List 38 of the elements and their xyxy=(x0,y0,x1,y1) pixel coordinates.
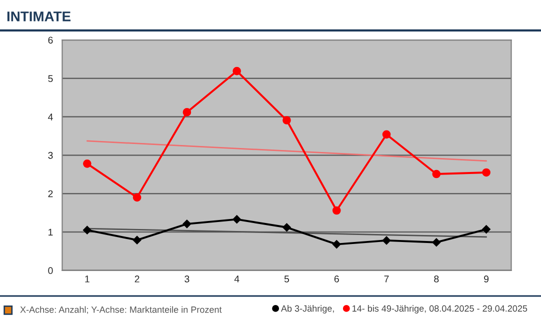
x-tick-label: 9 xyxy=(484,276,489,282)
point xyxy=(382,130,391,139)
point xyxy=(482,225,490,234)
y-tick-label: 5 xyxy=(48,75,53,82)
y-tick-label: 2 xyxy=(48,190,53,198)
y-tick-label: 1 xyxy=(48,228,53,236)
x-tick-label: 7 xyxy=(384,276,389,282)
point xyxy=(132,236,142,244)
point xyxy=(232,215,241,224)
point xyxy=(132,193,142,202)
point xyxy=(332,206,341,215)
text: X-Achse: Anzahl; Y-Achse: Marktanteile in Prozent xyxy=(20,306,222,314)
x-tick-label: 1 xyxy=(85,276,90,282)
point xyxy=(382,236,391,245)
y-tick-label: 3 xyxy=(48,152,53,159)
point xyxy=(182,220,192,228)
point xyxy=(432,170,441,178)
legend-label: Ab 3-Jährige, xyxy=(280,305,334,314)
y-tick-label: 0 xyxy=(48,267,53,274)
x-tick-label: 8 xyxy=(434,276,439,282)
y-tick-label: 6 xyxy=(48,36,53,44)
point xyxy=(482,168,490,177)
x-tick-label: 3 xyxy=(184,276,190,282)
x-tick-label: 4 xyxy=(234,276,240,282)
y-tick-label: 4 xyxy=(48,114,53,120)
point xyxy=(432,238,441,246)
point xyxy=(332,240,341,248)
point xyxy=(83,226,92,234)
point xyxy=(82,159,92,168)
x-tick-label: 5 xyxy=(284,276,290,282)
point xyxy=(282,223,291,232)
x-tick-label: 6 xyxy=(334,276,339,282)
point xyxy=(282,116,291,124)
legend-label: 14- bis 49-Jährige, 08.04.2025 - 29.04.2025 xyxy=(352,305,528,314)
x-tick-label: 2 xyxy=(134,276,140,282)
point xyxy=(182,108,192,116)
point xyxy=(232,66,242,76)
chart-title: INTIMATE xyxy=(7,12,71,22)
